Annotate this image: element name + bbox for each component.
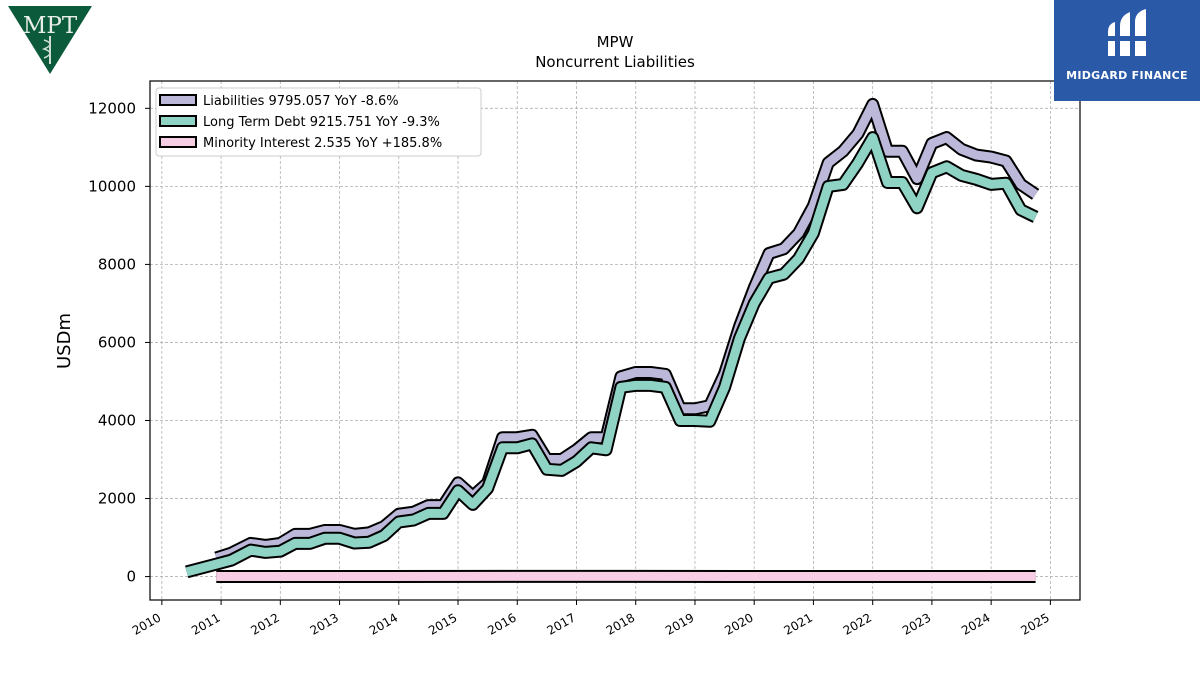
- series-line-long-term-debt: [185, 133, 1038, 577]
- x-tick-label: 2014: [367, 610, 400, 637]
- chart-subtitle: Noncurrent Liabilities: [535, 53, 695, 71]
- brand-logo: MIDGARD FINANCE: [1054, 0, 1200, 101]
- company-logo: MPT: [8, 6, 92, 76]
- plot-frame: [149, 80, 1081, 601]
- chart-title: MPW: [597, 33, 634, 51]
- x-tick-label: 2024: [959, 610, 992, 637]
- series-outline: [185, 131, 1039, 579]
- x-tick-label: 2022: [841, 610, 874, 637]
- legend-swatch: [159, 94, 197, 106]
- legend-swatch: [159, 136, 197, 148]
- x-tick-label: 2010: [130, 610, 163, 637]
- y-axis-label: USDm: [54, 313, 75, 369]
- x-tick-label: 2012: [248, 610, 281, 637]
- x-tick-label: 2016: [485, 610, 518, 637]
- series-line-liabilities: [214, 99, 1039, 563]
- legend-label: Liabilities 9795.057 YoY -8.6%: [203, 94, 399, 109]
- y-tick-label: 8000: [98, 255, 136, 273]
- y-tick-label: 0: [126, 568, 136, 586]
- y-tick-label: 6000: [98, 333, 136, 351]
- brand-logo-text: MIDGARD FINANCE: [1066, 69, 1188, 82]
- x-tick-label: 2025: [1018, 610, 1051, 637]
- y-tick-label: 12000: [88, 99, 136, 117]
- x-tick-label: 2021: [781, 610, 814, 637]
- x-tick-label: 2018: [604, 610, 637, 637]
- legend-label: Minority Interest 2.535 YoY +185.8%: [203, 136, 442, 151]
- y-tick-label: 4000: [98, 411, 136, 429]
- company-logo-text: MPT: [23, 13, 78, 39]
- legend-box: [155, 87, 482, 157]
- legend-label: Long Term Debt 9215.751 YoY -9.3%: [203, 115, 440, 130]
- y-tick-label: 2000: [98, 490, 136, 508]
- x-tick-label: 2023: [900, 610, 933, 637]
- legend-swatch: [159, 115, 197, 127]
- x-tick-label: 2020: [722, 610, 755, 637]
- x-tick-label: 2013: [308, 610, 341, 637]
- y-tick-label: 10000: [88, 177, 136, 195]
- x-tick-label: 2015: [426, 610, 459, 637]
- x-tick-label: 2019: [663, 610, 696, 637]
- x-tick-label: 2011: [189, 610, 222, 637]
- x-tick-label: 2017: [545, 610, 578, 637]
